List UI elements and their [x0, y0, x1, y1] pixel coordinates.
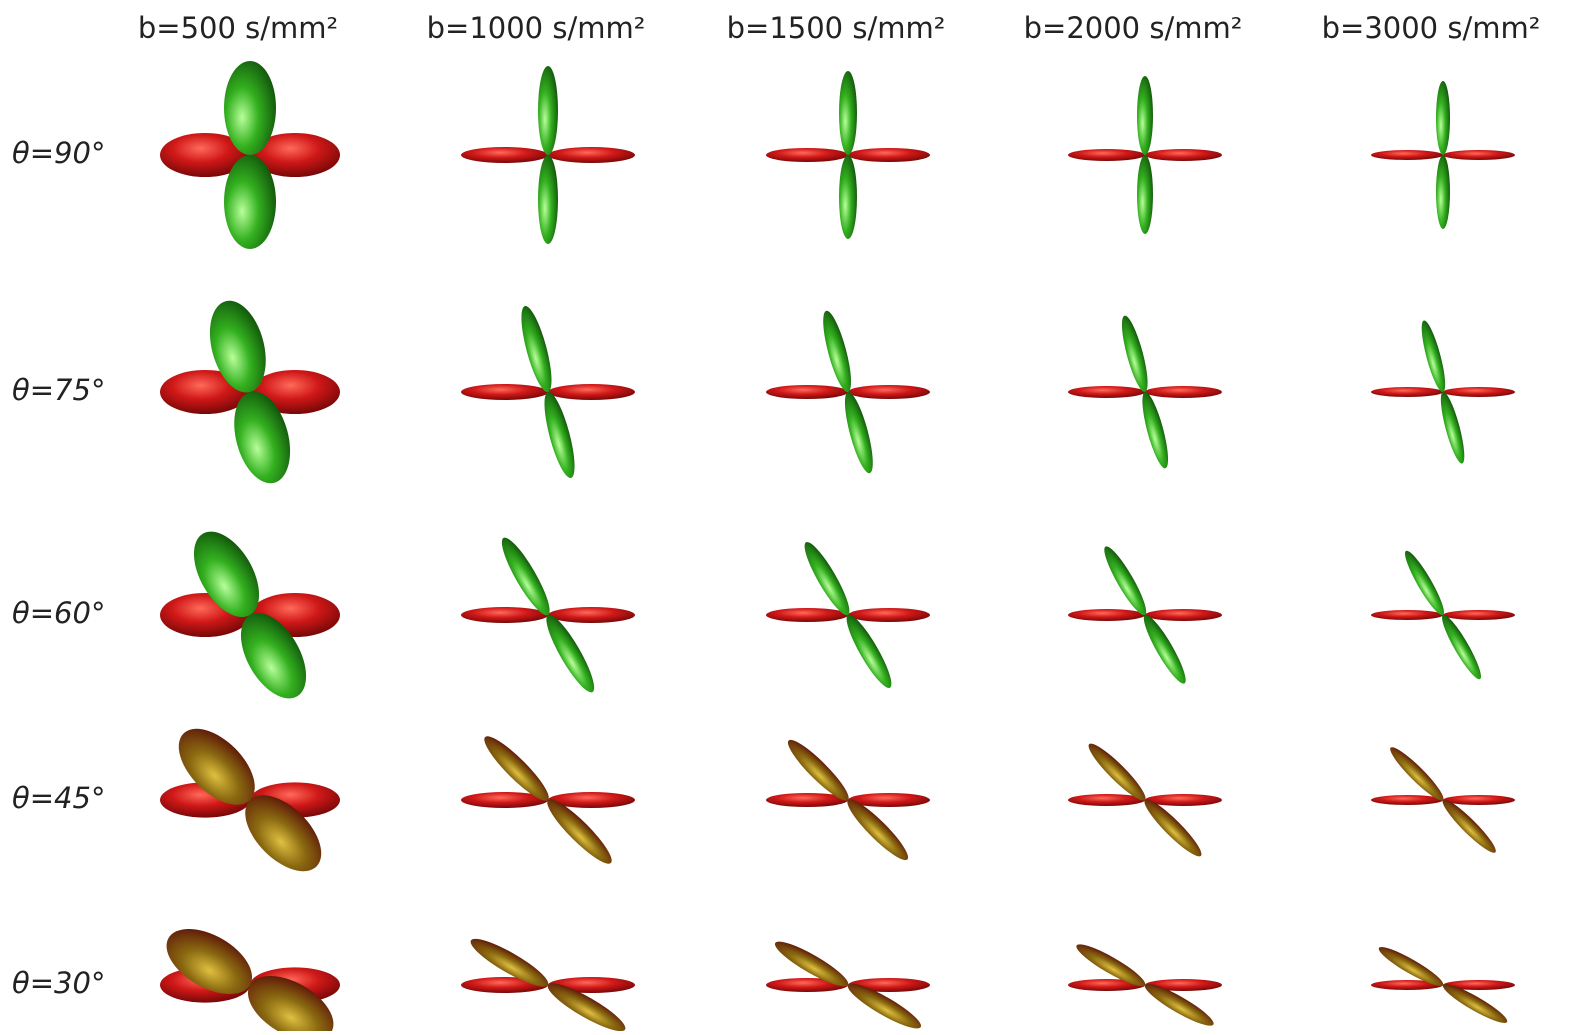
fiber-lobe	[1443, 387, 1515, 397]
fiber-lobe	[1138, 611, 1191, 687]
fiber-lobe	[818, 309, 857, 395]
column-header: b=3000 s/mm²	[1322, 11, 1541, 45]
row-header: θ=60°	[12, 596, 105, 630]
fiber-lobe	[839, 390, 878, 476]
fiber-lobe	[1145, 386, 1222, 398]
figure: b=500 s/mm² b=1000 s/mm² b=1500 s/mm² b=200…	[0, 0, 1594, 1031]
fiber-lobe	[848, 385, 930, 399]
fiber-lobe	[1417, 319, 1450, 394]
fiber-lobe	[848, 608, 930, 622]
fiber-lobe	[224, 155, 276, 249]
fiber-lobe	[1068, 609, 1145, 621]
column-header: b=1000 s/mm²	[427, 11, 646, 45]
fiber-lobe	[548, 147, 635, 163]
fiber-lobe	[1371, 150, 1443, 160]
fiber-lobe	[548, 607, 635, 623]
fiber-lobe	[1437, 612, 1486, 683]
row-header: θ=30°	[12, 966, 105, 1000]
fiber-lobe	[1443, 610, 1515, 620]
fiber-lobe	[461, 147, 548, 163]
fiber-lobe	[538, 155, 558, 244]
fiber-lobe	[1436, 390, 1469, 465]
row-header: θ=45°	[12, 781, 105, 815]
fiber-lobe	[495, 533, 557, 620]
page: {"columns": ["b=500 s/mm²", "b=1000 s/mm…	[0, 0, 1594, 1031]
column-header: b=1500 s/mm²	[727, 11, 946, 45]
fiber-lobe	[1068, 386, 1145, 398]
fiber-lobe	[1145, 149, 1222, 161]
fiber-lobe	[515, 303, 557, 394]
fiber-lobe	[1099, 543, 1152, 619]
fiber-lobe	[1436, 155, 1450, 229]
fiber-lobe	[1436, 81, 1450, 155]
fiber-lobe	[839, 155, 857, 239]
row-header: θ=90°	[12, 136, 105, 170]
fiber-lobe	[839, 71, 857, 155]
fiber-lobe	[798, 538, 856, 620]
fiber-lobe	[1117, 314, 1153, 394]
fiber-lobe	[1443, 795, 1515, 805]
fiber-lobe	[224, 61, 276, 155]
fiber-lobe	[848, 148, 930, 162]
fiber-lobe	[548, 384, 635, 400]
column-header: b=500 s/mm²	[138, 11, 338, 45]
fiber-lobe	[461, 607, 548, 623]
fiber-lobe	[1443, 150, 1515, 160]
fiber-lobe	[766, 608, 848, 622]
fiber-lobe	[1137, 390, 1173, 470]
fiber-lobe	[1400, 547, 1449, 618]
fiber-lobe	[1371, 795, 1443, 805]
fiber-lobe	[766, 385, 848, 399]
fiber-lobe	[840, 611, 898, 693]
fiber-lobe	[1137, 155, 1153, 234]
fiber-lobe	[1068, 149, 1145, 161]
fiber-lobe	[1145, 609, 1222, 621]
fiber-lobe	[538, 389, 580, 480]
column-header: b=2000 s/mm²	[1024, 11, 1243, 45]
fiber-lobe	[1371, 387, 1443, 397]
fiber-lobe	[461, 384, 548, 400]
row-header: θ=75°	[12, 373, 105, 407]
fiber-lobe	[1137, 76, 1153, 155]
fiber-lobe	[538, 66, 558, 155]
fiber-lobe	[1371, 610, 1443, 620]
fiber-lobe	[539, 610, 601, 697]
fiber-lobe	[766, 148, 848, 162]
